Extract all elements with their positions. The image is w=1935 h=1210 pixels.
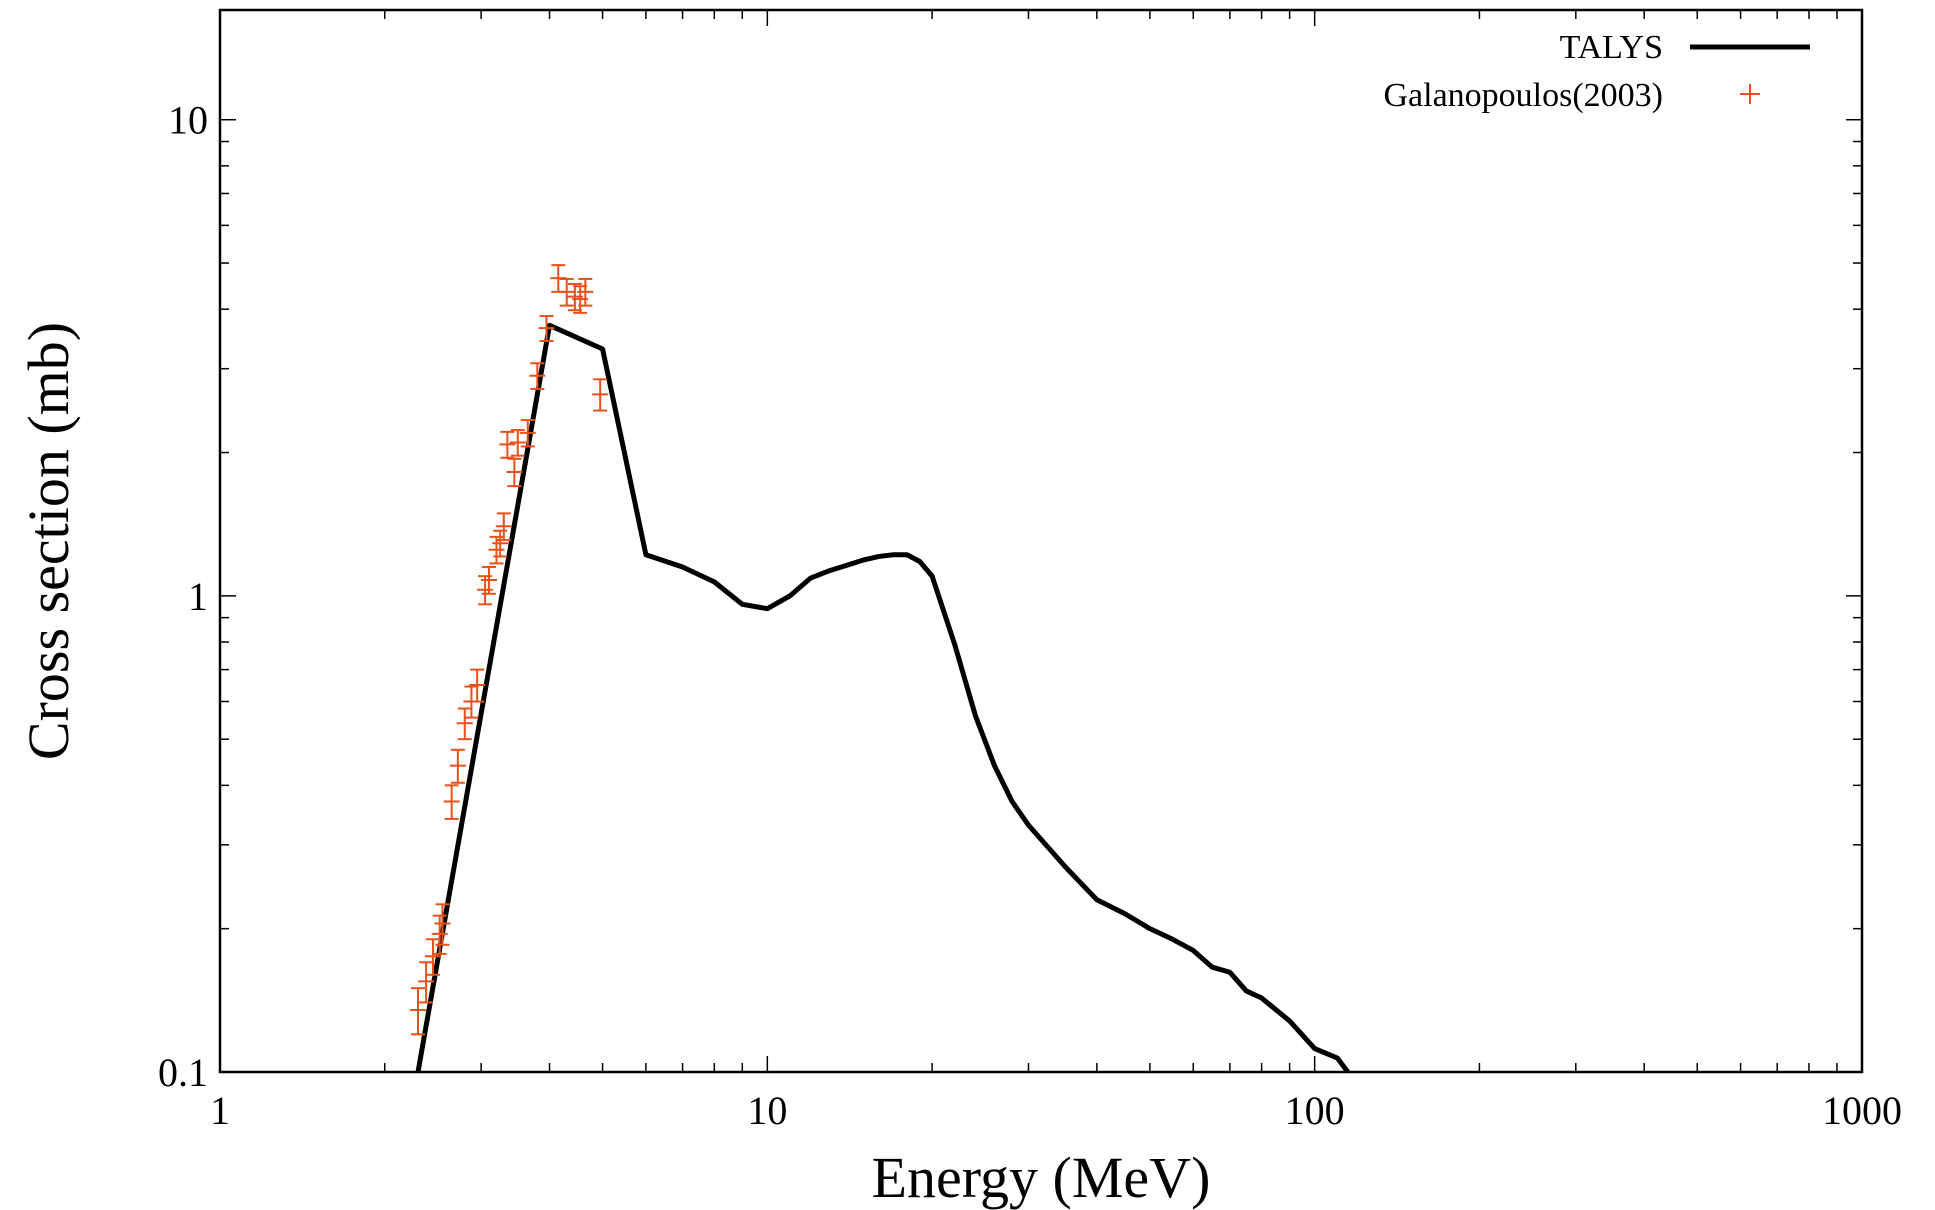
data-point bbox=[469, 668, 486, 703]
data-point bbox=[449, 748, 466, 784]
data-point bbox=[519, 419, 536, 448]
plot-frame bbox=[218, 8, 1864, 1074]
axis-ticks bbox=[219, 10, 1863, 1073]
data-point bbox=[506, 457, 523, 488]
legend-swatch-galanopoulos bbox=[1740, 84, 1760, 104]
y-tick-label: 10 bbox=[168, 98, 208, 143]
data-point bbox=[529, 362, 546, 390]
x-tick-label: 10 bbox=[747, 1088, 787, 1133]
data-point bbox=[592, 378, 609, 412]
series-layer bbox=[409, 264, 1350, 1072]
data-point bbox=[538, 315, 555, 342]
data-point bbox=[456, 707, 473, 741]
data-point bbox=[425, 938, 442, 976]
x-tick-label: 100 bbox=[1285, 1088, 1345, 1133]
data-point bbox=[480, 565, 497, 595]
data-point bbox=[509, 429, 526, 457]
legend-label-galanopoulos: Galanopoulos(2003) bbox=[1383, 77, 1663, 114]
x-axis-title: Energy (MeV) bbox=[872, 1145, 1211, 1210]
y-tick-label: 0.1 bbox=[158, 1050, 208, 1095]
data-point bbox=[418, 961, 435, 1004]
data-point bbox=[492, 529, 509, 558]
data-point bbox=[443, 784, 460, 820]
data-point bbox=[495, 512, 512, 542]
legend-label-talys: TALYS bbox=[1560, 29, 1663, 66]
y-tick-label: 1 bbox=[188, 574, 208, 619]
data-point bbox=[434, 903, 451, 946]
data-point bbox=[499, 430, 516, 459]
data-point bbox=[577, 277, 594, 307]
series-line-talys bbox=[415, 322, 1350, 1072]
data-point bbox=[558, 277, 575, 307]
data-point bbox=[431, 914, 448, 955]
data-point bbox=[409, 987, 426, 1036]
x-tick-label: 1 bbox=[210, 1088, 230, 1133]
legend: TALYS Galanopoulos(2003) bbox=[1383, 29, 1810, 114]
y-axis-title: Cross section (mb) bbox=[16, 322, 81, 760]
x-tick-label: 1000 bbox=[1822, 1088, 1902, 1133]
